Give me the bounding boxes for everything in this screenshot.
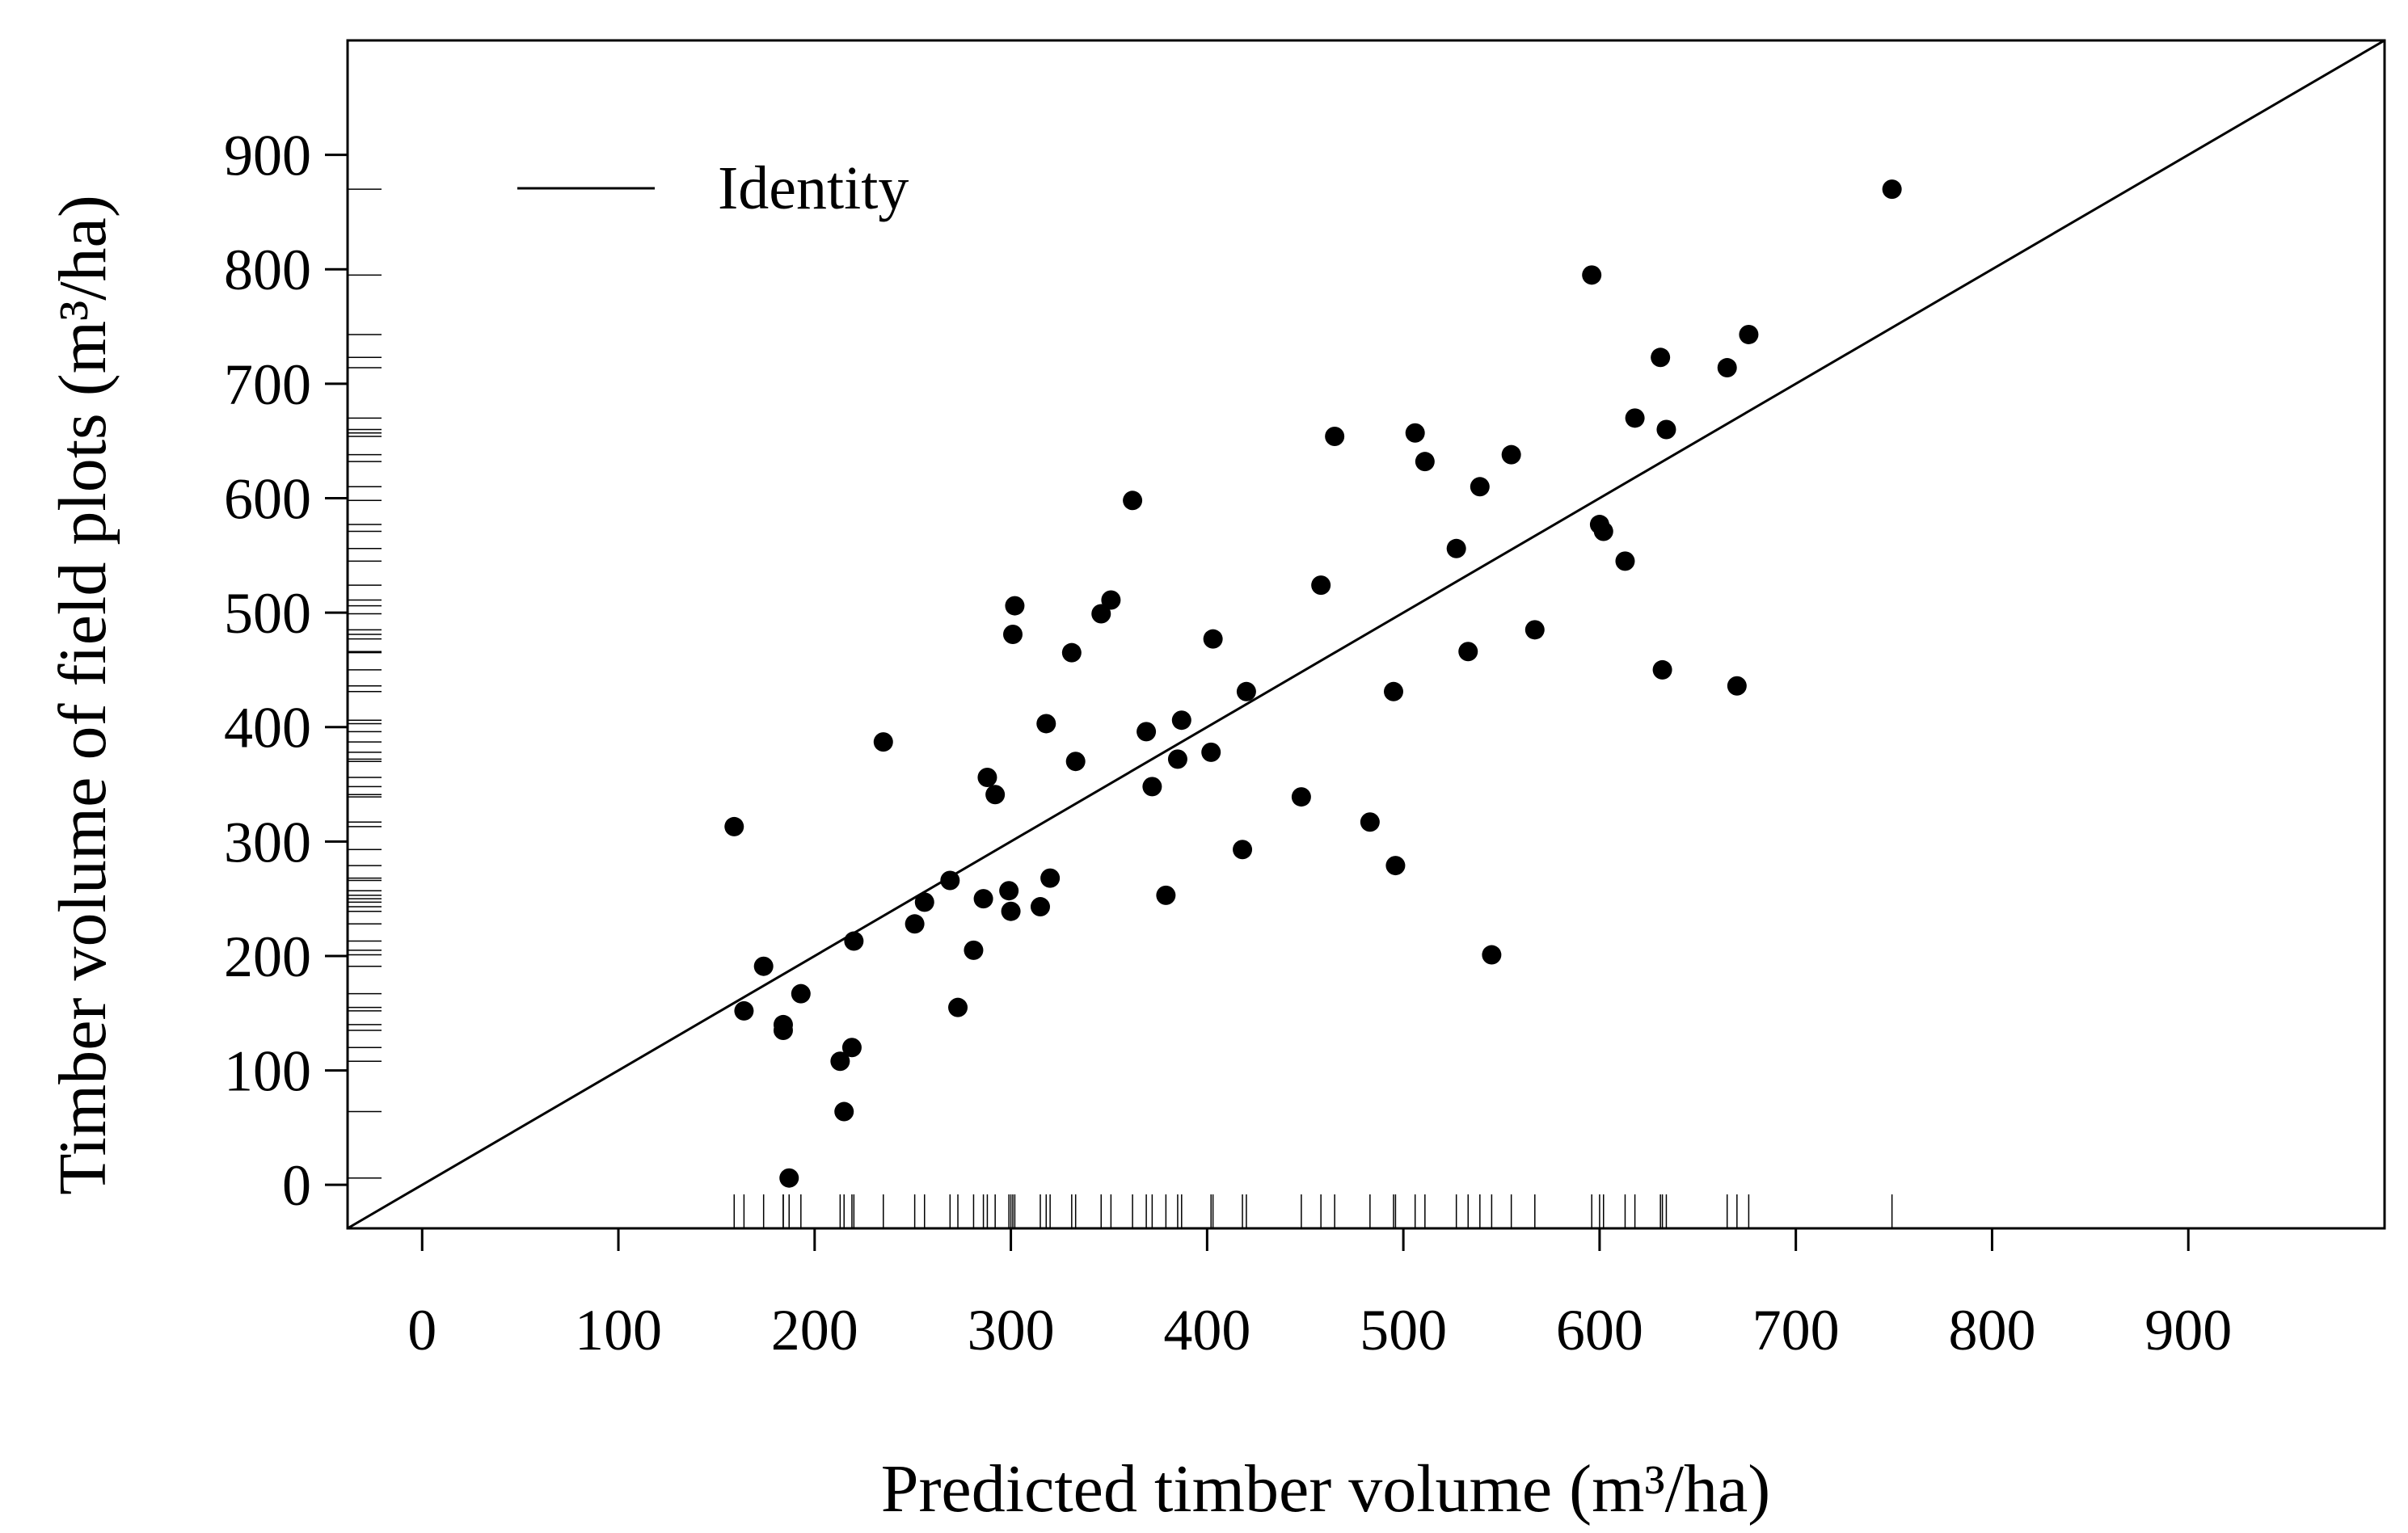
data-point [1325,427,1345,446]
y-tick-label: 500 [224,581,311,646]
data-point [1458,642,1478,662]
data-point [1525,620,1545,640]
data-point [1061,642,1082,663]
data-point [1405,423,1425,443]
y-tick-label: 100 [224,1039,311,1104]
data-point [1036,714,1056,734]
x-tick-label: 200 [771,1298,858,1362]
y-tick-label: 600 [224,466,311,531]
x-tick-label: 700 [1752,1298,1840,1362]
data-point [1137,722,1157,742]
data-point [830,1051,850,1072]
y-tick-label: 300 [224,810,311,874]
data-point [1233,840,1253,860]
data-point [1652,659,1672,680]
data-point [1446,538,1466,558]
data-point [948,997,968,1017]
y-tick-label: 200 [224,924,311,989]
data-point [1383,681,1403,701]
data-point [791,983,811,1004]
data-point [1065,752,1086,772]
data-point [1030,897,1050,917]
data-point [1291,787,1311,807]
data-point [1582,265,1602,285]
data-point [1203,629,1223,649]
x-tick-label: 600 [1556,1298,1643,1362]
data-point [779,1168,799,1188]
x-tick-label: 900 [2144,1298,2232,1362]
data-point [1171,710,1191,731]
data-point [964,940,984,960]
data-point [1717,358,1737,378]
data-point [1003,625,1023,644]
data-point [1615,551,1635,571]
legend: Identity [517,154,909,222]
legend-label: Identity [718,154,909,222]
y-axis-title: Timber volume of field plots (m³/ha) [45,195,120,1195]
data-point [1415,452,1435,472]
data-point [977,768,997,788]
data-point [1656,419,1676,440]
x-tick-label: 800 [1948,1298,2035,1362]
data-point [1482,945,1502,965]
data-point [1625,408,1645,428]
data-point [1142,777,1162,797]
data-point [1727,676,1747,696]
data-point [914,892,934,912]
data-point [1091,604,1111,624]
x-axis-title: Predicted timber volume (m³/ha) [881,1451,1771,1527]
data-point [873,732,893,752]
data-point [1156,885,1176,905]
data-point [1501,444,1521,465]
data-point [1101,590,1121,610]
data-point [940,870,960,891]
data-point [1360,812,1380,832]
data-point [834,1101,854,1122]
y-tick-label: 900 [224,124,311,188]
data-point [844,931,864,951]
data-point [734,1000,754,1021]
data-point [1385,856,1406,876]
data-point [1739,324,1759,344]
data-point [753,956,774,976]
data-point [1123,491,1143,511]
y-tick-label: 0 [282,1153,311,1218]
y-tick-label: 700 [224,352,311,417]
x-tick-label: 0 [407,1298,436,1362]
data-point [724,816,744,836]
data-point [1470,477,1490,497]
data-point [985,785,1006,805]
data-point [1882,179,1902,200]
data-point [905,914,925,934]
data-point [1040,868,1061,888]
y-tick-label: 400 [224,696,311,760]
data-point [1167,749,1187,769]
x-tick-label: 400 [1163,1298,1250,1362]
x-tick-label: 500 [1360,1298,1447,1362]
data-point [841,1038,862,1058]
data-point [1651,347,1671,368]
data-point [999,881,1019,901]
x-tick-label: 100 [575,1298,662,1362]
x-tick-label: 300 [968,1298,1055,1362]
data-point [773,1021,793,1040]
data-point [1005,596,1025,616]
data-point [1201,742,1221,762]
data-point [1311,575,1331,596]
y-tick-label: 800 [224,238,311,302]
data-point [1001,901,1021,921]
identity-line [347,39,2385,1230]
data-point [1236,681,1256,701]
data-point [1593,521,1613,541]
data-point [973,889,993,909]
